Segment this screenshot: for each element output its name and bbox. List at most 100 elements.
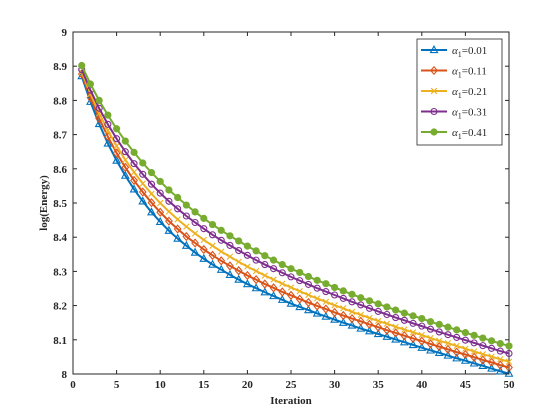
data-point — [348, 298, 356, 306]
data-point — [417, 342, 427, 351]
legend-label-prefix: α — [452, 86, 458, 98]
x-tick-label: 10 — [155, 379, 167, 391]
tick-layer: 0 5 10 15 20 25 30 35 40 45 50 8 8.1 8.2 8.3 8.4 8.5 8.6 8… — [53, 27, 515, 391]
data-point — [270, 276, 277, 283]
data-point — [392, 314, 400, 322]
data-point — [235, 246, 243, 255]
data-point — [392, 323, 399, 330]
data-point — [217, 226, 225, 234]
data-point — [444, 331, 452, 339]
y-tick-label: 8.1 — [53, 335, 67, 347]
data-point — [321, 304, 330, 314]
data-point — [208, 259, 217, 268]
data-point — [295, 302, 305, 311]
data-point — [296, 268, 304, 277]
data-point — [460, 355, 470, 364]
data-point — [435, 341, 444, 352]
data-point — [269, 256, 278, 264]
data-point — [155, 216, 165, 225]
data-point — [347, 320, 357, 329]
data-point — [434, 347, 444, 356]
data-point — [121, 137, 129, 145]
data-point — [122, 156, 129, 164]
data-point — [208, 231, 217, 239]
data-point — [183, 223, 190, 230]
data-point — [418, 331, 425, 339]
legend-label: α1=0.11 — [452, 66, 487, 80]
legend-label-prefix: α — [452, 66, 458, 78]
data-point — [173, 224, 182, 234]
data-point — [505, 349, 513, 358]
legend-label-sub: 1 — [458, 112, 462, 121]
data-point — [409, 333, 417, 344]
data-point — [487, 357, 496, 368]
data-point — [426, 339, 435, 349]
data-point — [331, 291, 339, 299]
data-point — [322, 298, 330, 306]
data-point — [173, 233, 183, 242]
data-point — [165, 186, 173, 194]
data-point — [147, 198, 156, 208]
y-tick-label: 8.6 — [53, 164, 67, 176]
data-point — [217, 236, 225, 244]
data-point — [104, 120, 112, 128]
data-point — [121, 148, 129, 156]
series-4 — [78, 66, 513, 358]
data-point — [426, 325, 435, 333]
data-point — [244, 263, 251, 270]
data-point — [138, 187, 147, 197]
legend-label-value: =0.41 — [462, 127, 487, 139]
data-point — [260, 287, 270, 296]
data-point — [348, 308, 356, 315]
data-point — [321, 311, 331, 320]
data-point — [209, 242, 216, 249]
data-point — [270, 265, 278, 273]
x-tick-label: 30 — [329, 379, 341, 391]
data-point — [357, 301, 365, 309]
series-line — [80, 69, 510, 355]
data-point — [453, 333, 461, 341]
data-point — [182, 231, 191, 242]
data-point — [226, 253, 234, 260]
data-point — [199, 253, 209, 262]
data-point — [200, 225, 208, 233]
data-point — [383, 320, 391, 327]
data-point — [242, 279, 252, 288]
data-point — [435, 320, 443, 329]
data-point — [444, 340, 452, 347]
data-point — [469, 358, 479, 367]
data-point — [217, 256, 226, 266]
data-point — [287, 265, 295, 273]
x-tick-label: 0 — [70, 379, 76, 391]
data-point — [243, 242, 251, 250]
data-point — [279, 280, 286, 287]
data-point — [208, 250, 217, 260]
y-tick-label: 8.2 — [53, 301, 67, 313]
data-point — [374, 300, 382, 308]
data-point — [156, 189, 164, 197]
data-point — [261, 272, 269, 279]
data-point — [426, 345, 435, 354]
data-point — [365, 326, 374, 335]
data-point — [495, 366, 505, 375]
data-point — [427, 334, 434, 342]
legend-label: α1=0.01 — [452, 45, 487, 59]
data-point — [113, 135, 121, 143]
data-point — [330, 283, 339, 292]
data-point — [313, 276, 321, 284]
data-point — [304, 272, 313, 281]
legend-entry: α1=0.41 — [421, 127, 487, 141]
data-point — [429, 45, 439, 54]
data-point — [365, 297, 374, 305]
y-tick-label: 8.4 — [53, 232, 67, 244]
data-point — [147, 207, 156, 216]
data-point — [191, 238, 199, 248]
data-point — [130, 169, 138, 176]
data-point — [191, 208, 199, 216]
y-tick-label: 9 — [62, 27, 68, 39]
data-point — [374, 322, 383, 332]
data-point — [95, 104, 103, 112]
data-point — [95, 96, 103, 105]
data-point — [312, 308, 322, 317]
